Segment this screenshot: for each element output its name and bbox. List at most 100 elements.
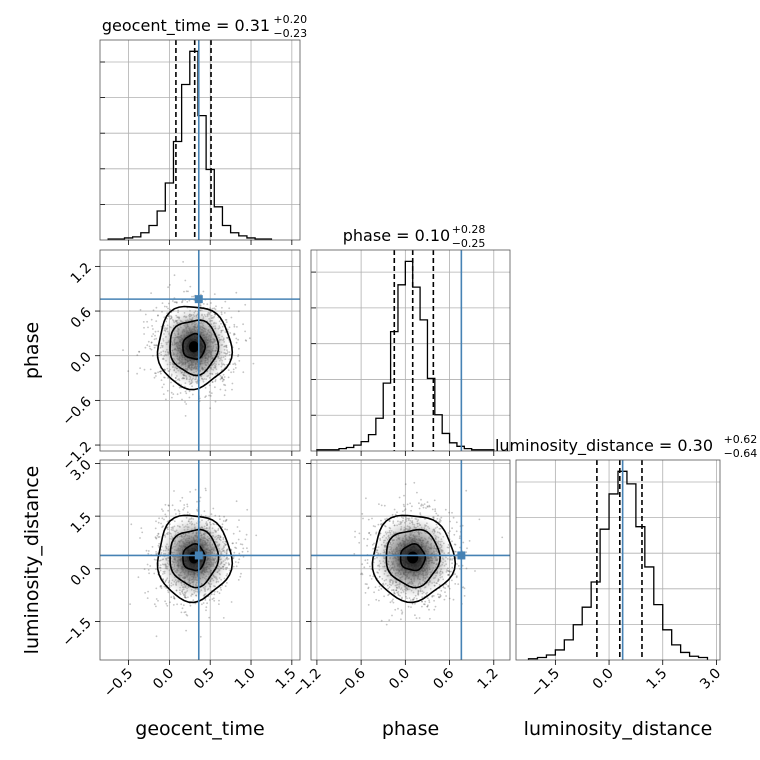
sample-point <box>149 368 152 371</box>
sample-point <box>144 346 147 349</box>
sample-point <box>153 572 156 575</box>
sample-point <box>205 489 207 492</box>
sample-point <box>223 515 226 518</box>
sample-point <box>165 587 168 589</box>
sample-point <box>155 587 158 590</box>
axes-frame <box>515 459 721 661</box>
sample-point <box>127 370 130 372</box>
sample-point <box>188 299 191 302</box>
density-core <box>188 341 199 353</box>
x-axis-label-luminosity_distance: luminosity_distance <box>524 718 713 740</box>
sample-point <box>166 526 169 528</box>
sample-point <box>232 532 235 535</box>
y-tick-label-phase: 0.0 <box>68 349 95 376</box>
sample-point <box>153 603 156 606</box>
sample-point <box>182 261 185 263</box>
sample-point <box>196 508 198 511</box>
sample-point <box>245 340 248 342</box>
axes-frame <box>99 249 301 452</box>
sample-point <box>165 602 168 605</box>
sample-point <box>157 544 160 547</box>
contour-level-2 <box>169 528 220 589</box>
sample-point <box>165 305 168 308</box>
sample-point <box>225 319 228 321</box>
sample-point <box>232 368 235 371</box>
sample-point <box>235 291 238 294</box>
sample-point <box>183 507 186 509</box>
sample-point <box>224 520 227 523</box>
sample-point <box>186 614 189 617</box>
sample-point <box>214 308 217 311</box>
sample-point <box>221 377 224 380</box>
sample-point <box>172 595 175 598</box>
sample-point <box>142 321 145 323</box>
sample-point <box>392 601 395 604</box>
sample-point <box>230 548 233 551</box>
sample-point <box>154 372 156 375</box>
sample-point <box>181 496 184 499</box>
title-plus-error: +0.20 <box>273 13 307 26</box>
sample-point <box>419 513 422 516</box>
sample-point <box>246 550 249 553</box>
sample-point <box>151 546 154 548</box>
sample-point <box>238 347 240 350</box>
sample-point <box>404 483 407 486</box>
sample-point <box>136 354 139 356</box>
sample-point <box>152 309 155 312</box>
sample-point <box>391 614 393 617</box>
sample-point <box>439 518 441 521</box>
sample-point <box>226 528 229 531</box>
sample-point <box>426 597 429 599</box>
sample-point <box>418 502 420 505</box>
sample-point <box>154 330 157 333</box>
sample-point <box>462 586 465 589</box>
sample-point <box>238 360 241 362</box>
sample-point <box>360 573 362 575</box>
sample-point <box>391 600 393 602</box>
sample-point <box>166 520 169 523</box>
sample-point <box>221 380 224 383</box>
sample-point <box>246 508 249 511</box>
sample-point <box>418 617 421 619</box>
sample-point <box>453 533 456 536</box>
sample-point <box>175 302 178 304</box>
sample-point <box>451 527 453 530</box>
sample-point <box>433 499 436 502</box>
density-panel-geocent_time-luminosity_distance <box>95 459 301 665</box>
histogram-panel-luminosity_distance: luminosity_distance = 0.30 +0.62−0.64 <box>495 433 757 665</box>
axes-frame <box>310 249 511 452</box>
title-plus-error: +0.28 <box>452 223 486 236</box>
sample-point <box>241 543 244 546</box>
sample-point <box>224 300 227 303</box>
sample-point <box>157 536 160 538</box>
sample-point <box>383 595 385 598</box>
sample-point <box>414 614 416 617</box>
sample-point <box>220 311 223 314</box>
sample-point <box>174 301 177 304</box>
sample-point <box>147 590 150 593</box>
title-minus-error: −0.64 <box>724 447 758 460</box>
sample-point <box>143 326 145 329</box>
sample-point <box>451 566 454 569</box>
sample-point <box>208 394 211 397</box>
sample-point <box>177 509 180 512</box>
sample-point <box>169 308 172 311</box>
sample-point <box>153 376 156 379</box>
sample-point <box>372 575 375 578</box>
sample-point <box>233 323 236 326</box>
sample-point <box>394 608 397 611</box>
sample-point <box>143 568 146 570</box>
sample-point <box>454 573 456 575</box>
sample-point <box>416 491 418 494</box>
sample-point <box>150 318 153 321</box>
sample-point <box>220 589 223 591</box>
sample-point <box>369 565 371 568</box>
sample-point <box>145 549 148 552</box>
sample-point <box>185 403 188 405</box>
sample-point <box>236 526 239 528</box>
sample-point <box>366 559 369 561</box>
density-panel-geocent_time-phase <box>95 249 301 456</box>
sample-point <box>221 306 223 309</box>
sample-point <box>409 599 412 601</box>
sample-point <box>155 598 158 600</box>
